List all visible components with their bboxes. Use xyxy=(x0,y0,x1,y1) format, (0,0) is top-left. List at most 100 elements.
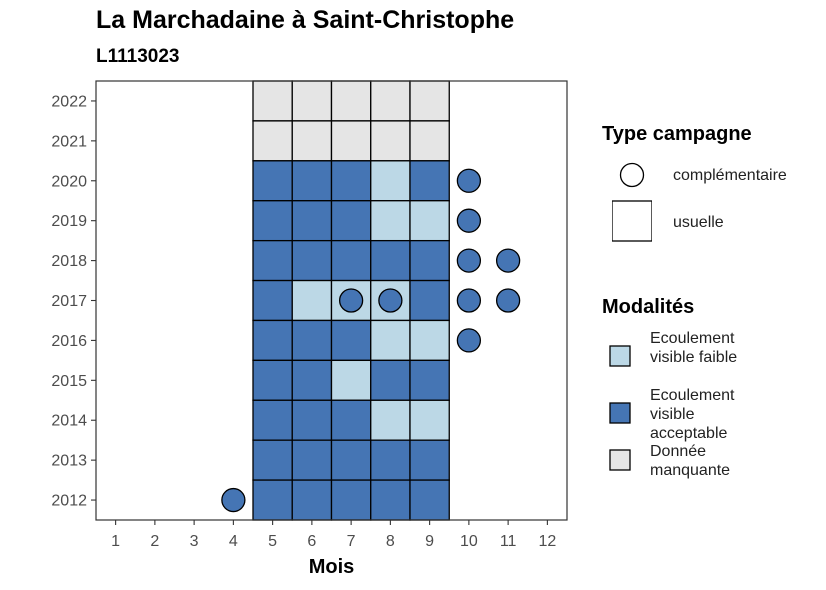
heatmap-cell xyxy=(252,120,293,162)
heatmap-cell xyxy=(409,200,450,242)
legend-label-acceptable: Ecoulement visible acceptable xyxy=(650,387,735,442)
heatmap-cell xyxy=(330,160,372,202)
heatmap-cell xyxy=(252,399,293,441)
complementaire-point xyxy=(456,168,482,193)
complementaire-point xyxy=(495,248,521,273)
legend-label-faible: Ecoulement visible faible xyxy=(650,330,738,366)
heatmap-cell xyxy=(291,399,333,441)
heatmap-cell xyxy=(409,80,450,122)
x-tick-label: 3 xyxy=(190,533,199,550)
x-tick-label: 10 xyxy=(460,533,478,550)
heatmap-cell xyxy=(409,239,450,282)
heatmap-cell xyxy=(409,359,450,401)
x-tick-label: 4 xyxy=(229,533,238,550)
heatmap-cell xyxy=(330,359,372,401)
heatmap-cell xyxy=(409,399,450,441)
heatmap-cell xyxy=(330,239,372,282)
heatmap-cell xyxy=(252,80,293,122)
legend-label-complementaire: complémentaire xyxy=(673,167,787,184)
heatmap-cell xyxy=(291,200,333,242)
y-tick-label: 2021 xyxy=(51,133,87,150)
chart-title: La Marchadaine à Saint-Christophe xyxy=(96,6,515,34)
x-tick-label: 12 xyxy=(538,533,556,550)
heatmap-cell xyxy=(291,279,333,322)
x-tick-label: 7 xyxy=(347,533,356,550)
heatmap-cell xyxy=(252,239,293,282)
complementaire-point xyxy=(456,328,482,353)
heatmap-cell xyxy=(252,479,293,521)
heatmap-cell xyxy=(330,439,372,481)
heatmap-cell xyxy=(409,120,450,162)
legend-square-key xyxy=(612,200,652,242)
heatmap-cell xyxy=(291,439,333,481)
heatmap-cell xyxy=(370,80,411,122)
complementaire-point xyxy=(378,288,403,313)
heatmap-cell xyxy=(330,319,372,362)
x-tick-label: 5 xyxy=(268,533,277,550)
x-tick-label: 6 xyxy=(307,533,316,550)
legend-label-manquante: Donnée manquante xyxy=(650,443,731,479)
legend-type-keys xyxy=(612,162,652,242)
heatmap-cell xyxy=(370,160,411,202)
heatmap-cell xyxy=(291,80,333,122)
legend-type-title: Type campagne xyxy=(602,123,752,145)
complementaire-point xyxy=(338,288,364,313)
heatmap-cell xyxy=(291,479,333,521)
complementaire-point xyxy=(221,487,246,513)
heatmap-cell xyxy=(252,359,293,401)
heatmap-cell xyxy=(370,359,411,401)
x-axis-title: Mois xyxy=(309,556,355,578)
y-tick-label: 2012 xyxy=(51,493,87,510)
x-tick-label: 2 xyxy=(150,533,159,550)
heatmap-cell xyxy=(291,319,333,362)
heatmap-cell xyxy=(330,120,372,162)
heatmap-cell xyxy=(291,359,333,401)
legend-modalites-keys xyxy=(609,345,631,471)
y-tick-label: 2022 xyxy=(51,93,87,110)
x-tick-label: 9 xyxy=(425,533,434,550)
heatmap-cell xyxy=(409,439,450,481)
heatmap-cell xyxy=(330,80,372,122)
heatmap-cell xyxy=(330,399,372,441)
x-tick-label: 11 xyxy=(500,533,517,550)
legend-label-usuelle: usuelle xyxy=(673,214,724,231)
heatmap-cell xyxy=(409,160,450,202)
complementaire-point xyxy=(456,208,482,233)
heatmap-cell xyxy=(370,319,411,362)
legend-key-faible xyxy=(609,345,631,367)
heatmap-cell xyxy=(252,160,293,202)
heatmap-cell xyxy=(409,279,450,322)
y-tick-label: 2018 xyxy=(51,253,87,270)
y-tick-label: 2013 xyxy=(51,453,87,470)
heatmap-cell xyxy=(370,239,411,282)
legend-circle-key xyxy=(619,162,645,188)
heatmap-cell xyxy=(330,479,372,521)
heatmap-cell xyxy=(370,120,411,162)
heatmap-cell xyxy=(252,439,293,481)
heatmap-cell xyxy=(370,439,411,481)
y-tick-label: 2015 xyxy=(51,373,87,390)
heatmap-cell xyxy=(291,120,333,162)
heatmap-cell xyxy=(291,239,333,282)
heatmap-cell xyxy=(330,200,372,242)
heatmap-cell xyxy=(370,479,411,521)
y-tick-label: 2016 xyxy=(51,333,87,350)
y-tick-label: 2019 xyxy=(51,213,87,230)
legend-key-manquante xyxy=(609,449,631,471)
y-tick-label: 2017 xyxy=(51,293,87,310)
heatmap-cell xyxy=(252,279,293,322)
legend-key-acceptable xyxy=(609,402,631,424)
legend-modalites-title: Modalités xyxy=(602,296,695,318)
heatmap-cell xyxy=(409,319,450,362)
complementaire-point xyxy=(456,288,482,313)
heatmap-cell xyxy=(252,200,293,242)
heatmap-cell xyxy=(252,319,293,362)
y-tick-label: 2020 xyxy=(51,173,87,190)
complementaire-point xyxy=(495,288,521,313)
x-tick-label: 1 xyxy=(111,533,120,550)
y-tick-label: 2014 xyxy=(51,413,87,430)
chart-subtitle: L1113023 xyxy=(96,46,180,67)
complementaire-point xyxy=(456,248,482,273)
heatmap-cell xyxy=(291,160,333,202)
